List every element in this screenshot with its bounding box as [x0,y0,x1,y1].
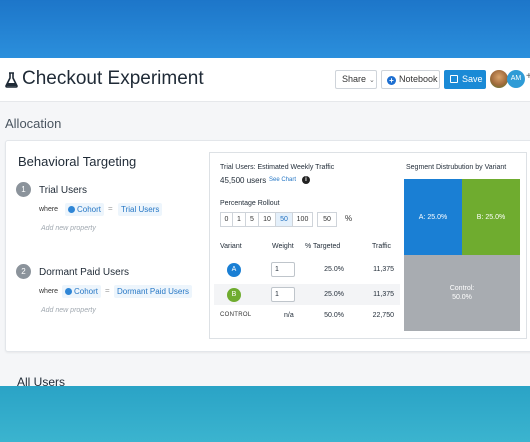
segment-control-value: 50.0% [452,294,472,301]
traffic-value: 11,375 [373,291,394,298]
targeted-value: 25.0% [324,266,344,273]
cohort-property-chip[interactable]: Cohort [62,285,102,298]
traffic-value: 22,750 [372,312,394,319]
section-title: Allocation [5,116,62,131]
operator[interactable]: = [105,286,110,295]
cohort-value-chip[interactable]: Trial Users [118,203,163,216]
user-avatar-initials[interactable]: AM [507,70,525,88]
save-button[interactable]: Save [444,70,486,89]
traffic-value: 11,375 [373,266,394,273]
cohort-value-chip[interactable]: Dormant Paid Users [114,285,193,298]
notebook-button[interactable]: + Notebook [381,70,440,89]
experiment-app: Checkout Experiment Share ⌄ + Notebook Sav… [0,58,530,386]
chevron-down-icon: ⌄ [369,77,375,84]
rollout-option-1[interactable]: 1 [232,212,246,227]
segment-block-control: Control: 50.0% [404,255,520,331]
weight-input[interactable]: 1 [271,287,295,302]
cohort-icon [68,206,75,213]
rollout-title: Percentage Rollout [220,200,280,207]
column-header-traffic: Traffic [372,243,392,250]
info-icon[interactable]: i [302,176,310,184]
segment-control-label: Control: [449,285,475,292]
rollout-option-10[interactable]: 10 [258,212,276,227]
targeted-value: 25.0% [324,291,344,298]
share-label: Share [342,74,367,84]
where-label: where [39,206,59,213]
more-icon[interactable]: + [526,71,530,82]
targeted-value: 50.0% [324,312,344,319]
weight-input[interactable]: 1 [271,262,295,277]
top-background-band [0,0,530,58]
rollout-option-5[interactable]: 5 [245,212,259,227]
bottom-background-band [0,386,530,442]
group-name: Dormant Paid Users [39,267,130,278]
where-label: where [39,288,59,295]
cohort-property-chip[interactable]: Cohort [65,203,105,216]
segment-mosaic: A: 25.0% B: 25.0% Control: 50.0% [404,179,520,331]
page-header: Checkout Experiment Share ⌄ + Notebook Sav… [0,58,530,102]
traffic-title: Trial Users: Estimated Weekly Traffic [220,164,335,171]
add-property-link[interactable]: Add new property [41,307,96,314]
share-button[interactable]: Share ⌄ [335,70,377,89]
variant-badge: A [227,263,241,277]
card-title: Behavioral Targeting [18,154,137,169]
group-number: 1 [16,182,31,197]
rollout-selector: 0 1 5 10 50 100 50 [220,212,337,227]
group-number: 2 [16,264,31,279]
flask-icon [5,72,18,88]
percent-unit: % [345,214,353,223]
behavioral-targeting-card: Behavioral Targeting 1 Trial Users where… [5,140,530,352]
save-icon [450,75,458,83]
page-title: Checkout Experiment [22,68,204,89]
save-label: Save [462,74,483,84]
notebook-label: Notebook [399,74,438,84]
segment-b-label: B: 25.0% [476,213,506,221]
plus-circle-icon: + [387,76,396,85]
add-property-link[interactable]: Add new property [41,225,96,232]
traffic-users-count: 45,500 users [220,176,267,185]
rollout-option-50[interactable]: 50 [275,212,293,227]
segment-title: Segment Distrubution by Variant [406,164,507,171]
variant-badge: B [227,288,241,302]
control-label: CONTROL [220,312,252,318]
column-header-weight: Weight [272,243,294,250]
all-users-title: All Users [17,375,66,386]
property-label: Cohort [74,287,99,296]
table-row-highlight [214,284,400,305]
cohort-icon [65,288,72,295]
segment-a-label: A: 25.0% [418,213,448,221]
traffic-panel: Trial Users: Estimated Weekly Traffic 45… [209,152,527,339]
property-label: Cohort [77,205,102,214]
see-chart-link[interactable]: See Chart [269,177,297,183]
rollout-custom-input[interactable]: 50 [317,212,337,227]
column-header-variant: Variant [220,243,242,250]
rollout-option-100[interactable]: 100 [292,212,313,227]
column-header-targeted: % Targeted [305,243,341,250]
group-name: Trial Users [39,185,87,196]
user-avatar-photo[interactable] [490,70,508,88]
segment-block-b: B: 25.0% [462,179,520,255]
segment-block-a: A: 25.0% [404,179,462,255]
weight-value: n/a [284,312,294,319]
operator[interactable]: = [108,204,113,213]
